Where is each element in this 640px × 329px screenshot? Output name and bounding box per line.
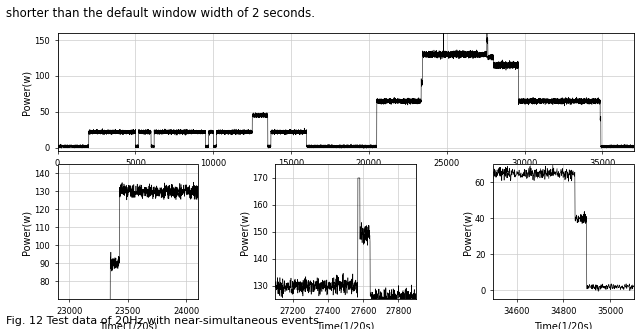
Text: Fig. 12 Test data of 20Hz with near-simultaneous events: Fig. 12 Test data of 20Hz with near-simu… [6, 316, 319, 326]
Text: shorter than the default window width of 2 seconds.: shorter than the default window width of… [6, 7, 316, 20]
X-axis label: Time(1/20s): Time(1/20s) [316, 173, 375, 184]
Y-axis label: Power(w): Power(w) [21, 69, 31, 115]
Y-axis label: Power(w): Power(w) [239, 209, 249, 255]
X-axis label: Time(1/20s): Time(1/20s) [316, 321, 375, 329]
Y-axis label: Power(w): Power(w) [21, 209, 31, 255]
X-axis label: Time(1/20s): Time(1/20s) [99, 321, 157, 329]
X-axis label: Time(1/20s): Time(1/20s) [534, 321, 593, 329]
Y-axis label: Power(w): Power(w) [462, 209, 472, 255]
